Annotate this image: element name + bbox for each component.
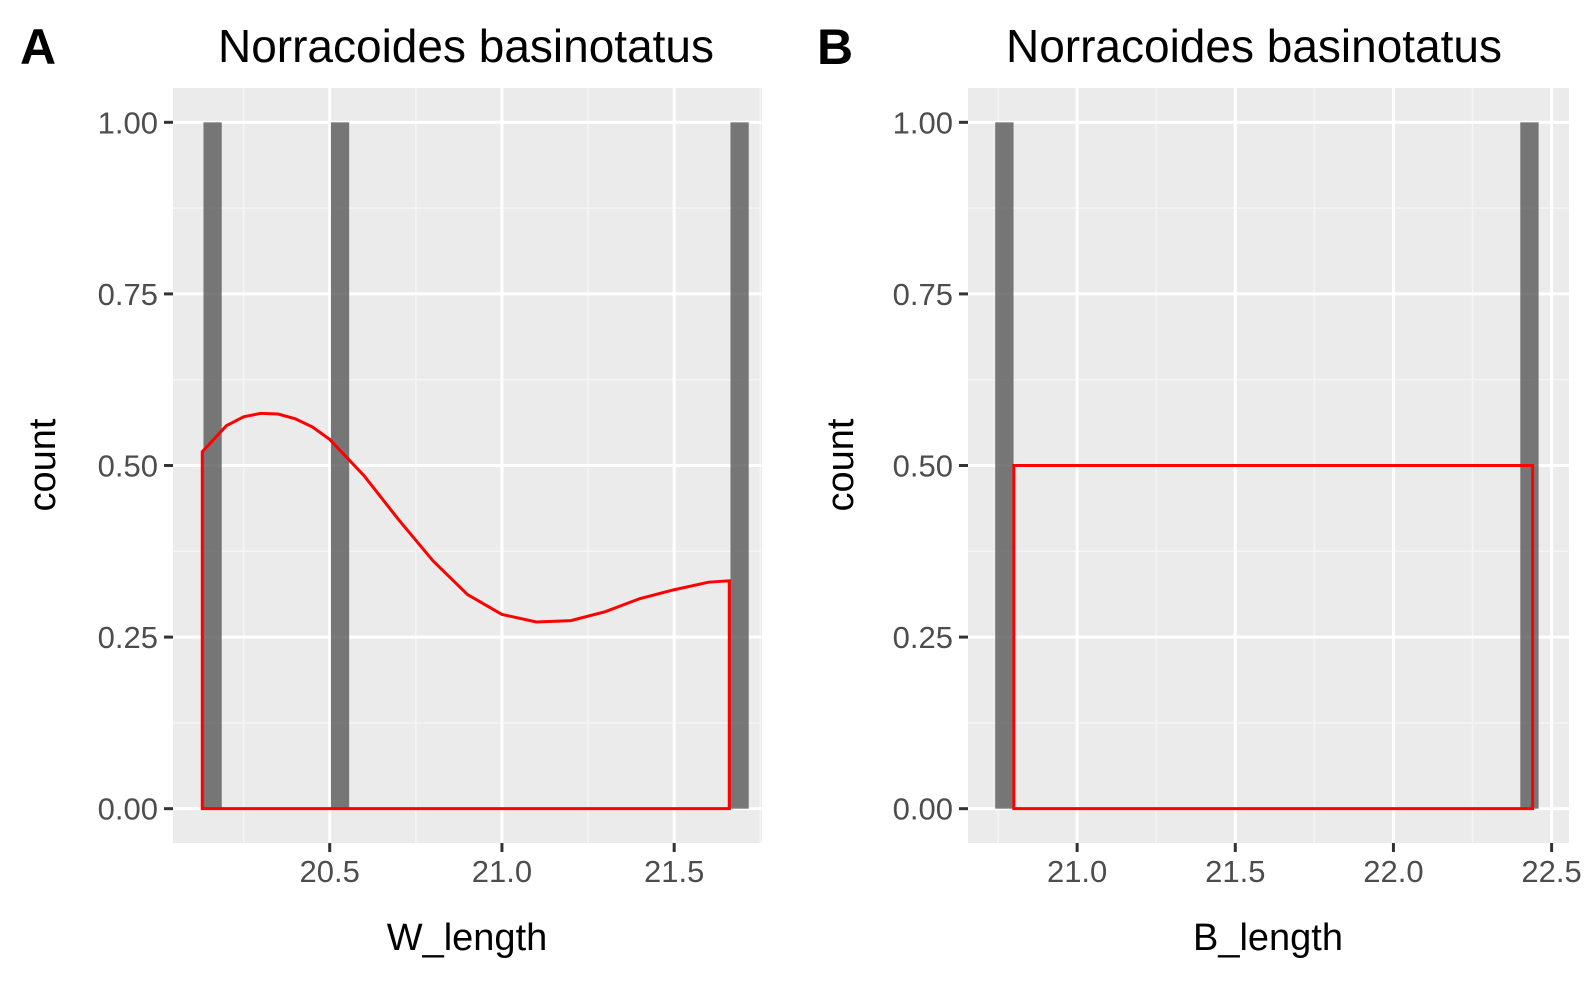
panel-a-density-curve: [200, 411, 731, 811]
panel-a-x-axis-label: W_length: [387, 917, 548, 959]
panel-b: B Norracoides basinotatus 0.000.250.500.…: [817, 19, 1582, 959]
panel-a-tag: A: [20, 19, 56, 75]
panel-b-x-tick-label: 21.0: [1047, 854, 1107, 889]
panel-a: A Norracoides basinotatus 0.000.250.500.…: [20, 19, 762, 959]
panel-b-x-tick-label: 22.0: [1363, 854, 1423, 889]
panel-a-histogram-bar: [730, 122, 749, 809]
panel-a-y-tick-label: 0.75: [98, 277, 158, 312]
panel-a-y-tick-label: 0.25: [98, 620, 158, 655]
panel-a-y-axis: 0.00 0.25 0.50 0.75 1.00: [98, 105, 173, 827]
panel-b-y-tick-label: 0.50: [893, 449, 953, 484]
panel-b-y-tick-label: 0.25: [893, 620, 953, 655]
panel-b-y-axis: 0.00 0.25 0.50 0.75 1.00: [893, 105, 968, 827]
panel-b-x-axis-label: B_length: [1193, 917, 1343, 959]
panel-a-y-tick-label: 0.00: [98, 792, 158, 827]
panel-b-y-tick-label: 0.00: [893, 792, 953, 827]
panel-a-y-tick-label: 1.00: [98, 105, 158, 140]
panel-a-y-axis-label: count: [22, 418, 64, 511]
panel-a-x-axis: 20.5 21.0 21.5: [300, 843, 704, 889]
panel-b-x-tick-label: 21.5: [1205, 854, 1265, 889]
panel-a-x-tick-label: 21.5: [644, 854, 704, 889]
panel-b-x-tick-label: 22.5: [1521, 854, 1581, 889]
panel-b-title: Norracoides basinotatus: [1006, 20, 1502, 72]
panel-a-histogram-bar: [203, 122, 222, 809]
panel-b-y-axis-label: count: [820, 418, 862, 511]
panel-b-density-curve: [1012, 464, 1535, 811]
panel-b-x-axis: 21.0 21.5 22.0 22.5: [1047, 843, 1582, 889]
panel-a-x-tick-label: 21.0: [472, 854, 532, 889]
panel-b-histogram-bar: [995, 122, 1014, 809]
panel-a-title: Norracoides basinotatus: [218, 20, 714, 72]
panel-a-histogram-bar: [330, 122, 350, 809]
panel-b-y-tick-label: 1.00: [893, 105, 953, 140]
panel-a-y-tick-label: 0.50: [98, 449, 158, 484]
panel-a-x-tick-label: 20.5: [300, 854, 360, 889]
panel-b-y-tick-label: 0.75: [893, 277, 953, 312]
panel-b-tag: B: [817, 19, 853, 75]
panel-a-bars: [203, 122, 749, 809]
